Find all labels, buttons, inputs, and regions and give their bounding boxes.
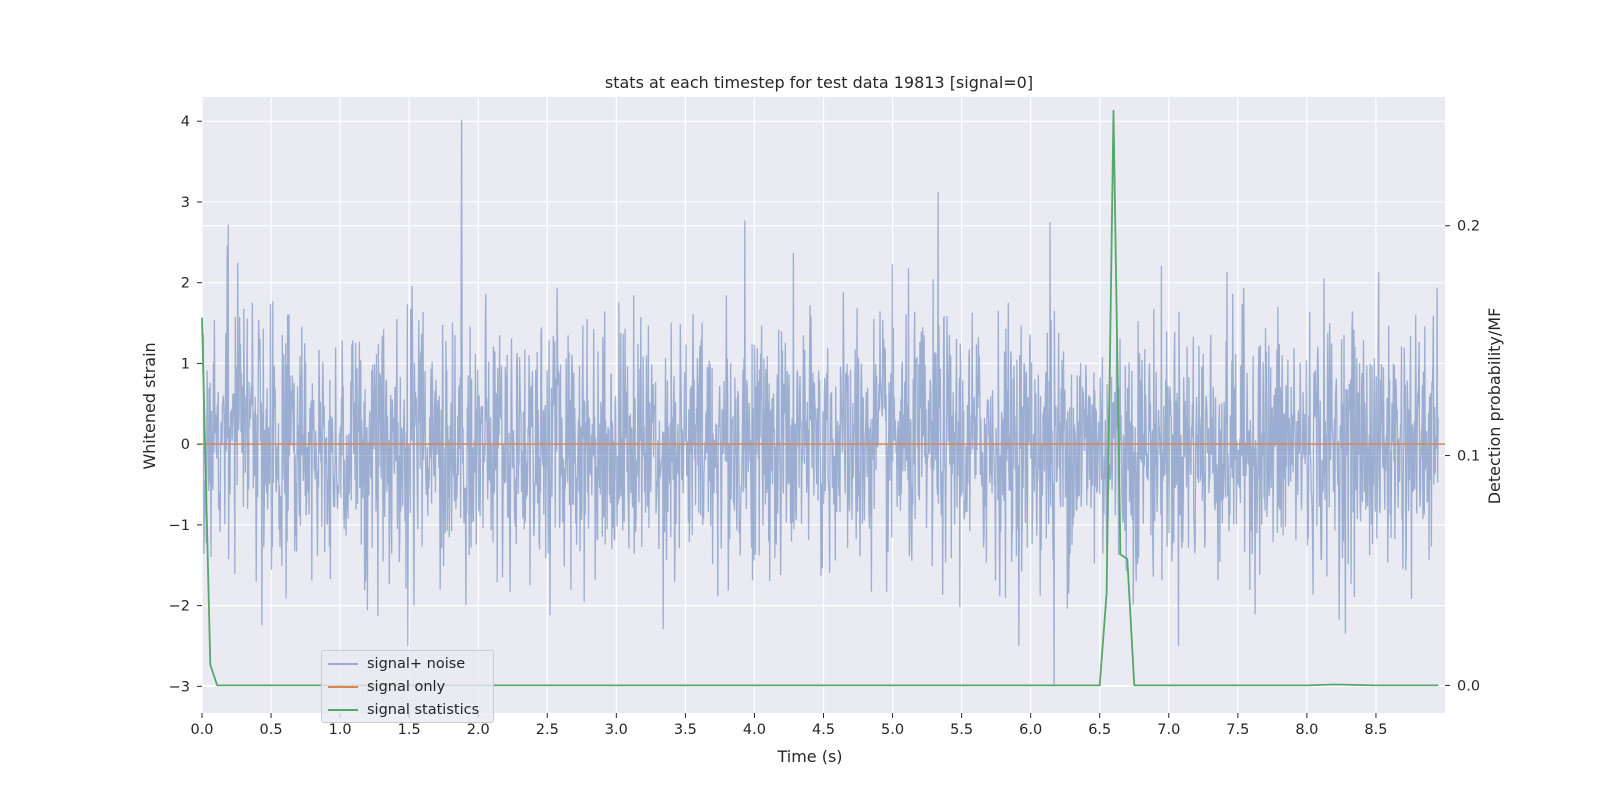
y-tick-label: 3 <box>181 195 190 211</box>
x-axis-label: Time (s) <box>776 747 842 766</box>
x-tick-label: 8.0 <box>1295 722 1318 738</box>
y2-tick-label: 0.0 <box>1457 678 1480 694</box>
y-tick-label: 2 <box>181 276 190 292</box>
x-tick-label: 4.0 <box>743 722 766 738</box>
x-tick-label: 8.5 <box>1364 722 1387 738</box>
chart-title: stats at each timestep for test data 198… <box>605 73 1033 92</box>
legend-label-signal-statistics: signal statistics <box>367 702 480 718</box>
x-tick-label: 2.5 <box>536 722 559 738</box>
y2-tick-label: 0.2 <box>1457 219 1480 235</box>
y-axis-label: Whitened strain <box>140 342 159 469</box>
x-tick-label: 2.0 <box>467 722 490 738</box>
series-signal-statistics <box>201 109 1439 687</box>
x-tick-label: 0.5 <box>260 722 283 738</box>
x-tick-label: 6.0 <box>1019 722 1042 738</box>
y-axis-ticks: 4 3 2 1 0 −1 −2 −3 <box>169 114 202 695</box>
y2-tick-label: 0.1 <box>1457 449 1480 465</box>
legend-label-signal-noise: signal+ noise <box>367 656 466 672</box>
signal-statistics-line <box>201 109 1439 687</box>
y-tick-label: −2 <box>169 599 190 615</box>
y-tick-label: 4 <box>181 114 190 130</box>
series-signal-noise <box>201 119 1439 687</box>
legend-item-signal-statistics: signal statistics <box>328 700 479 720</box>
signal-noise-line <box>201 119 1439 687</box>
x-tick-label: 5.5 <box>950 722 973 738</box>
x-tick-label: 0.0 <box>190 722 213 738</box>
x-tick-label: 4.5 <box>812 722 835 738</box>
legend-swatch-signal-only <box>328 686 358 688</box>
x-tick-label: 1.0 <box>329 722 352 738</box>
legend-item-signal-noise: signal+ noise <box>328 654 465 674</box>
x-tick-label: 7.0 <box>1157 722 1180 738</box>
x-tick-label: 5.0 <box>881 722 904 738</box>
y2-axis-ticks: 0.2 0.1 0.0 <box>1445 219 1480 694</box>
x-tick-label: 6.5 <box>1088 722 1111 738</box>
x-tick-label: 7.5 <box>1226 722 1249 738</box>
y-tick-label: −1 <box>169 518 190 534</box>
x-axis-ticks: 0.0 0.5 1.0 1.5 2.0 2.5 3.0 3.5 4.0 4.5 5.0 5.5 6.0 6… <box>190 713 1387 738</box>
legend-item-signal-only: signal only <box>328 677 445 697</box>
y-tick-label: 1 <box>181 356 190 372</box>
legend: signal+ noise signal only signal statist… <box>321 650 494 723</box>
x-tick-label: 3.0 <box>605 722 628 738</box>
y-tick-label: 0 <box>181 437 190 453</box>
legend-label-signal-only: signal only <box>367 679 446 695</box>
y-tick-label: −3 <box>169 679 190 695</box>
legend-swatch-signal-noise <box>328 663 358 665</box>
y2-axis-label: Detection probability/MF <box>1485 308 1504 505</box>
x-tick-label: 1.5 <box>398 722 421 738</box>
legend-swatch-signal-statistics <box>328 709 358 711</box>
x-tick-label: 3.5 <box>674 722 697 738</box>
